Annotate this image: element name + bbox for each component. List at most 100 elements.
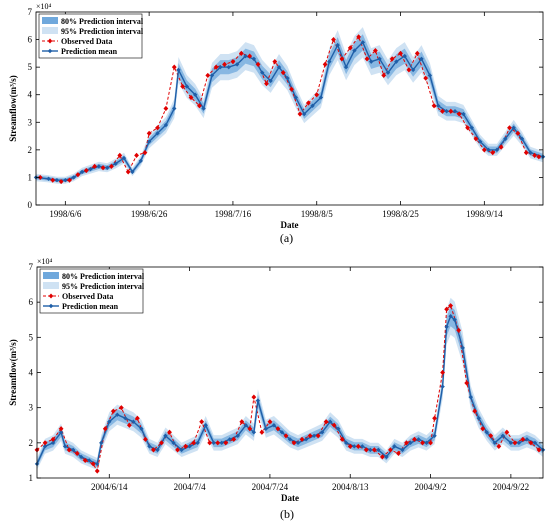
observed-point [423,75,429,81]
observed-point [100,165,106,171]
prediction-mean-point [251,430,257,435]
prediction-mean-point [131,419,136,424]
prediction-mean-point [71,175,76,180]
prediction-mean-point [176,67,181,73]
prediction-mean-point [469,125,474,130]
prediction-mean-point [171,440,176,446]
prediction-mean-point [193,92,198,97]
prediction-mean-point [95,461,100,467]
x-tick-label: 2004/6/14 [91,482,128,492]
observed-point [102,426,108,432]
observed-point [307,433,313,439]
y-axis-label: Streamflow(m³/s) [8,339,18,406]
observed-point [180,83,186,90]
prediction-mean-point [218,64,223,70]
legend-swatch-80 [43,272,59,279]
prediction-mean-point [279,430,285,435]
x-tick-label: 2004/9/22 [493,482,530,492]
observed-point [143,436,148,442]
prediction-mean-point [492,440,498,446]
observed-point [50,177,56,183]
prediction-mean-point [519,136,525,142]
observed-point [444,306,450,312]
prediction-mean-point [235,433,240,438]
prediction-mean-point [352,48,357,53]
observed-point [440,108,445,114]
prediction-mean-point [432,433,437,438]
observed-point [490,150,496,156]
x-tick-label: 1998/9/14 [466,209,503,219]
prediction-mean-point [376,447,381,453]
observed-point [213,64,219,70]
observed-point [134,415,140,421]
observed-point [356,34,362,40]
observed-point [175,447,180,453]
observed-point [183,443,188,449]
prediction-mean-point [155,131,160,136]
prediction-mean-point [209,73,215,78]
prediction-mean-point [318,95,324,100]
legend-swatch-80 [42,17,58,24]
prediction-mean-point [327,419,333,424]
prediction-mean-point [96,164,102,169]
observed-point [82,457,88,464]
x-axis-label: Date [281,220,299,230]
x-tick-label: 1998/6/6 [49,209,82,219]
observed-point [379,454,385,460]
prediction-mean-point [303,437,309,442]
observed-point [37,174,43,181]
observed-point [66,447,72,453]
prediction-mean-point [147,444,152,449]
observed-point [289,86,294,92]
prediction-mean-point [263,426,269,431]
observed-point [146,130,152,136]
observed-line [36,304,540,473]
prediction-mean-point [251,56,257,62]
prediction-mean-point [301,111,307,117]
legend-label: Prediction mean [62,302,119,311]
observed-point [387,447,393,453]
prediction-mean-point [508,440,514,446]
legend-label: Observed Data [62,292,113,301]
prediction-mean-point [476,416,481,421]
panel-a-chart: 0 1 2 3 4 5 6 7×10⁴ 1998/6/6 1998/6/26 1998/7/16 19… [8,2,546,245]
observed-point [398,50,403,56]
prediction-mean-point [139,426,144,431]
y-tick-label: 4 [29,368,34,378]
prediction-mean-point [360,444,365,449]
y-tick-label: 3 [29,403,34,413]
prediction-mean-point [503,136,508,142]
prediction-mean-point [163,433,168,438]
plot-frame [35,11,544,206]
observed-point [259,429,265,435]
prediction-mean-point [532,440,538,446]
prediction-mean-point [58,430,64,435]
observed-point [371,447,377,453]
prediction-mean-point [402,53,407,59]
legend-swatch-95 [43,282,59,289]
prediction-mean-point [352,444,357,449]
y-tick-label: 7 [28,7,33,17]
prediction-mean-point [416,437,421,442]
observed-point [480,426,486,432]
observed-point [364,56,370,62]
prediction-mean-point [468,394,473,400]
legend-marker-observed [48,293,54,299]
observed-point [191,440,197,446]
observed-point [464,380,470,386]
observed-point [496,443,502,449]
observed-point [389,56,395,62]
x-tick-label: 1998/6/26 [131,209,168,219]
observed-point [251,394,257,400]
prediction-mean-point [369,59,374,64]
observed-point [117,152,123,158]
prediction-mean-point [424,440,429,446]
prediction-mean-point [78,454,84,460]
prediction-mean-point [385,70,391,75]
observed-point [331,422,337,428]
prediction-mean-point [70,447,76,453]
observed-point [297,111,303,117]
observed-point [151,447,156,453]
